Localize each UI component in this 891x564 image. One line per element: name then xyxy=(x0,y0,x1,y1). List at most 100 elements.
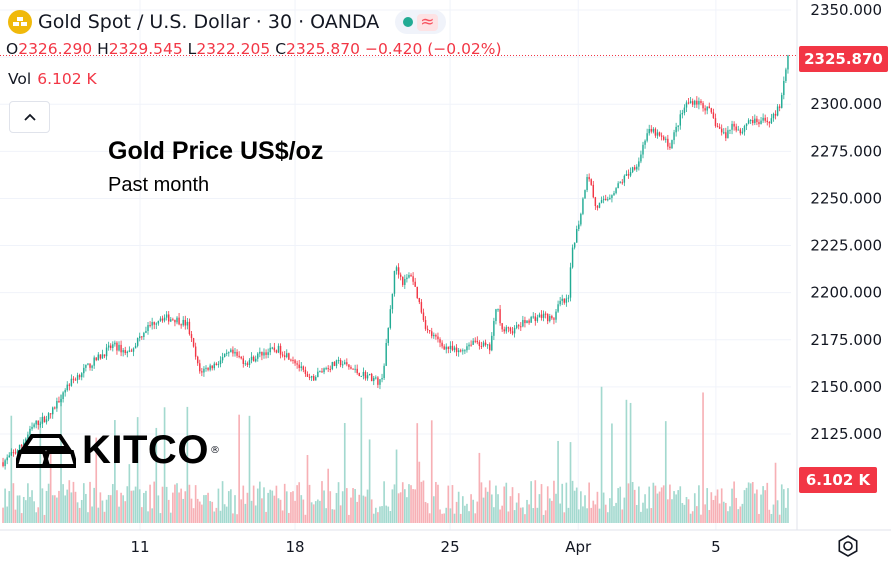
volume-bar xyxy=(140,507,143,523)
volume-bar xyxy=(466,503,468,523)
volume-bar xyxy=(551,500,553,523)
volume-bar xyxy=(756,489,758,523)
volume-bar xyxy=(242,485,245,523)
candle-body xyxy=(683,107,686,113)
change-value: −0.420 (−0.02%) xyxy=(364,40,502,58)
volume-bar xyxy=(716,489,719,523)
volume-bar xyxy=(267,492,269,523)
volume-bar xyxy=(710,492,713,523)
price-axis[interactable]: 2125.000 2150.000 2175.000 2200.000 2225.000… xyxy=(796,0,882,530)
candle-body xyxy=(219,360,222,365)
volume-bar xyxy=(97,507,100,523)
volume-bar xyxy=(43,514,46,523)
candle-body xyxy=(279,345,282,355)
candle-body xyxy=(377,377,379,385)
candle-body xyxy=(261,351,263,356)
candle-body xyxy=(248,360,251,365)
market-status-pill[interactable]: ≈ xyxy=(395,10,446,34)
candle-body xyxy=(242,358,245,364)
volume-bar xyxy=(658,491,661,523)
candle-body xyxy=(105,347,108,357)
volume-bar xyxy=(561,483,564,523)
volume-bar xyxy=(432,496,435,523)
candle-body xyxy=(91,365,93,368)
volume-bar xyxy=(416,423,419,523)
volume-bar xyxy=(296,485,298,523)
time-axis[interactable]: 11 18 25 Apr 5 xyxy=(0,529,891,556)
candle-body xyxy=(654,128,657,136)
candle-body xyxy=(437,336,439,340)
candle-body xyxy=(223,353,226,358)
volume-bar xyxy=(219,510,222,523)
candle-body xyxy=(134,345,137,349)
ohlc-legend: O2326.290 H2329.545 L2322.205 C2325.870 … xyxy=(6,40,502,58)
volume-bar xyxy=(486,491,489,523)
volume-bar xyxy=(18,495,21,523)
chart-settings-icon[interactable] xyxy=(836,534,860,558)
candle-body xyxy=(112,344,114,348)
volume-bar xyxy=(145,490,147,523)
volume-bar xyxy=(762,486,764,523)
candle-body xyxy=(221,357,224,361)
volume-bar xyxy=(782,489,785,523)
volume-bar xyxy=(45,490,48,523)
candle-body xyxy=(364,371,367,379)
volume-bar xyxy=(275,485,278,523)
volume-value: 6.102 K xyxy=(37,70,97,88)
symbol-header[interactable]: Gold Spot / U.S. Dollar · 30 · OANDA ≈ xyxy=(8,8,446,36)
volume-bar xyxy=(474,513,477,523)
volume-bar xyxy=(70,492,73,523)
candle-body xyxy=(370,373,373,382)
volume-bar xyxy=(329,491,332,523)
volume-bar xyxy=(263,487,265,523)
candle-body xyxy=(615,188,617,194)
candle-body xyxy=(306,373,309,377)
volume-bar xyxy=(244,503,247,523)
volume-bar xyxy=(606,512,609,523)
volume-bar xyxy=(677,490,680,523)
volume-bar xyxy=(118,506,120,523)
candle-body xyxy=(298,364,300,368)
symbol-title[interactable]: Gold Spot / U.S. Dollar · 30 · OANDA xyxy=(38,11,380,33)
volume-bar xyxy=(327,468,330,523)
volume-bar xyxy=(169,512,172,523)
candle-body xyxy=(60,399,62,403)
candle-body xyxy=(526,320,528,324)
volume-bar xyxy=(138,489,141,523)
candle-body xyxy=(696,100,698,105)
volume-bar xyxy=(246,492,249,523)
candle-body xyxy=(694,100,696,105)
candle-body xyxy=(174,319,176,323)
collapse-legend-button[interactable] xyxy=(9,101,50,133)
volume-bar xyxy=(553,480,555,523)
candle-body xyxy=(151,322,153,326)
y-tick-label: 2250.000 xyxy=(810,189,882,207)
candle-body xyxy=(70,378,73,386)
volume-bar xyxy=(343,423,346,523)
candle-body xyxy=(114,342,116,345)
volume-bar xyxy=(650,508,653,523)
candle-body xyxy=(170,319,172,322)
candle-body xyxy=(563,298,566,303)
volume-bar xyxy=(196,498,199,523)
candle-body xyxy=(466,346,468,351)
candle-body xyxy=(762,117,764,121)
volume-bar xyxy=(159,513,162,523)
candle-body xyxy=(381,378,383,380)
candle-body xyxy=(327,368,329,370)
candle-body xyxy=(600,200,603,203)
volume-bar xyxy=(708,510,711,523)
volume-bar xyxy=(627,483,630,523)
candle-body xyxy=(584,190,586,199)
candle-body xyxy=(288,353,290,360)
volume-bar xyxy=(114,420,116,523)
candle-body xyxy=(72,378,75,380)
x-tick-label: Apr xyxy=(565,538,592,556)
volume-bar xyxy=(654,485,657,523)
candle-body xyxy=(323,368,325,373)
candle-body xyxy=(399,274,402,277)
volume-bar xyxy=(766,482,769,523)
y-tick-label: 2275.000 xyxy=(810,142,882,160)
candle-body xyxy=(194,346,197,357)
